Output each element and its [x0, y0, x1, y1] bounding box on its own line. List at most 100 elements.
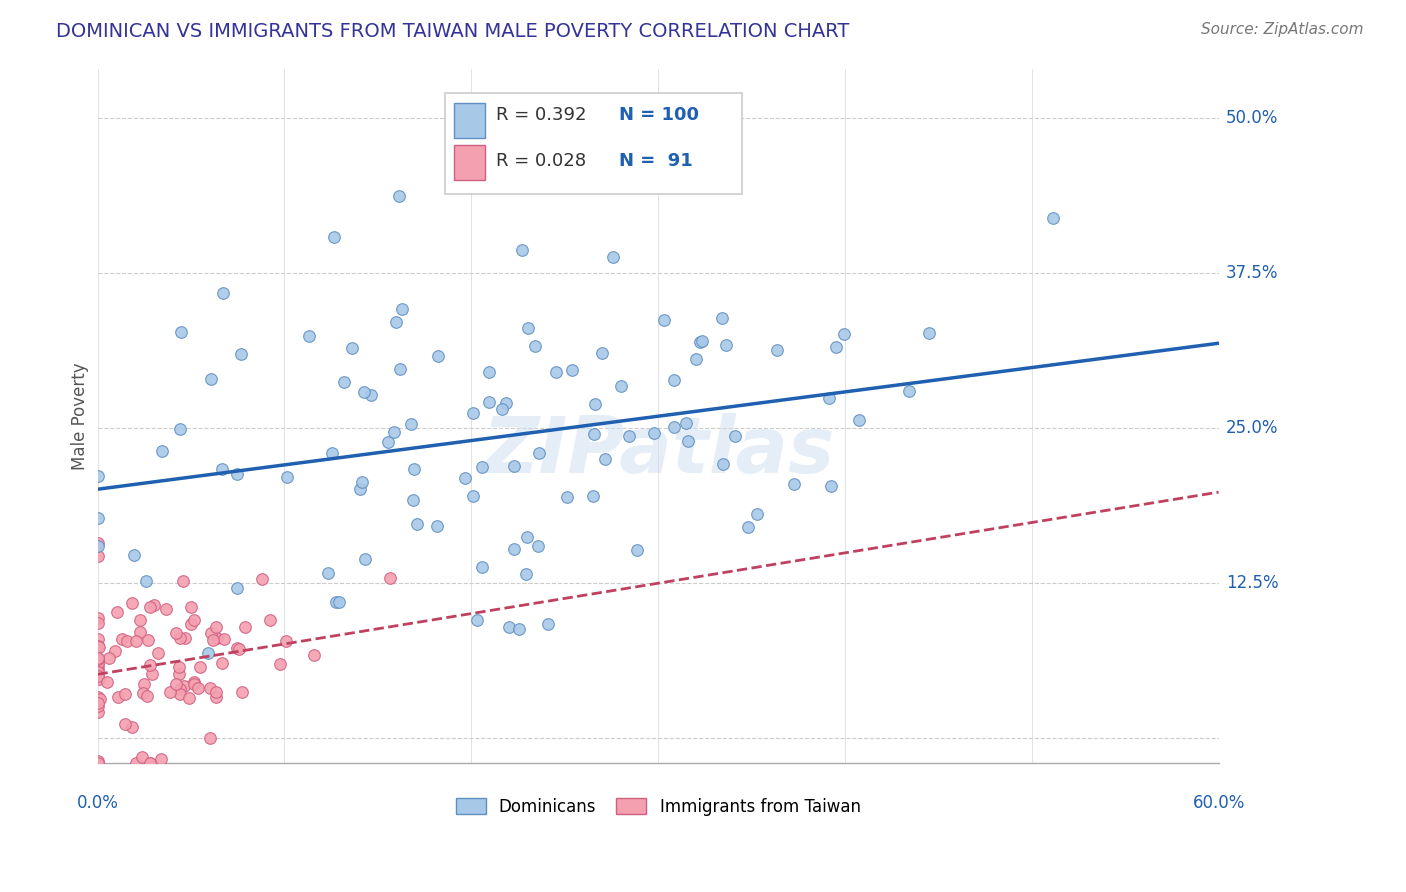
- Point: [662, 373, 685, 387]
- Point: [724, 429, 747, 443]
- Point: [86, 616, 108, 631]
- Point: [146, 646, 169, 660]
- Point: [86, 632, 108, 646]
- Point: [527, 446, 550, 460]
- Point: [86, 535, 108, 549]
- Point: [180, 617, 202, 632]
- Point: [508, 622, 530, 636]
- Point: [188, 660, 211, 674]
- Point: [388, 188, 411, 202]
- Point: [86, 665, 108, 679]
- Point: [211, 285, 233, 300]
- Point: [583, 427, 606, 442]
- Point: [399, 417, 422, 431]
- Point: [86, 705, 108, 719]
- Point: [848, 413, 870, 427]
- Point: [591, 346, 613, 360]
- Point: [226, 467, 249, 481]
- Point: [86, 662, 108, 676]
- Text: N =  91: N = 91: [619, 152, 693, 169]
- Point: [86, 690, 108, 705]
- Point: [139, 756, 162, 771]
- Point: [384, 425, 406, 439]
- Point: [825, 340, 848, 354]
- Point: [555, 490, 578, 504]
- Point: [122, 548, 145, 562]
- Point: [149, 751, 172, 765]
- Point: [86, 656, 108, 670]
- Point: [250, 572, 273, 586]
- Point: [710, 311, 733, 326]
- Point: [378, 571, 401, 585]
- Point: [617, 429, 640, 443]
- Point: [498, 620, 520, 634]
- Point: [714, 338, 737, 352]
- Point: [537, 617, 560, 632]
- Point: [173, 631, 195, 645]
- Point: [211, 657, 233, 671]
- Point: [167, 660, 190, 674]
- Point: [353, 384, 375, 399]
- Point: [471, 560, 494, 574]
- Point: [121, 596, 143, 610]
- Point: [711, 457, 734, 471]
- Point: [177, 690, 200, 705]
- Point: [204, 620, 226, 634]
- Point: [491, 402, 513, 417]
- Point: [402, 492, 425, 507]
- Point: [86, 699, 108, 714]
- Point: [515, 567, 537, 582]
- Text: 50.0%: 50.0%: [1226, 109, 1278, 128]
- Point: [204, 690, 226, 705]
- Point: [86, 657, 108, 672]
- Point: [89, 691, 111, 706]
- Point: [139, 600, 162, 615]
- Point: [139, 658, 162, 673]
- Point: [228, 641, 250, 656]
- Point: [212, 632, 235, 647]
- Point: [328, 595, 350, 609]
- Point: [205, 632, 228, 646]
- Point: [200, 681, 222, 696]
- Point: [86, 652, 108, 666]
- Point: [461, 406, 484, 420]
- Point: [225, 581, 247, 595]
- Point: [427, 349, 450, 363]
- Point: [170, 326, 193, 340]
- Point: [340, 341, 363, 355]
- Point: [783, 476, 806, 491]
- Point: [544, 365, 567, 379]
- Point: [333, 376, 356, 390]
- Point: [685, 351, 707, 366]
- Point: [103, 644, 125, 658]
- Point: [231, 347, 253, 361]
- Point: [766, 343, 789, 357]
- Point: [510, 244, 533, 258]
- Point: [86, 651, 108, 665]
- Point: [86, 611, 108, 625]
- Point: [87, 672, 110, 686]
- Point: [169, 666, 191, 681]
- Point: [131, 686, 153, 700]
- Point: [561, 363, 583, 377]
- Point: [125, 634, 148, 648]
- Point: [172, 574, 194, 588]
- Point: [211, 462, 233, 476]
- Legend: Dominicans, Immigrants from Taiwan: Dominicans, Immigrants from Taiwan: [447, 789, 869, 824]
- Point: [165, 677, 187, 691]
- Text: 37.5%: 37.5%: [1226, 264, 1278, 282]
- Point: [86, 539, 108, 553]
- Point: [111, 632, 134, 646]
- Point: [233, 619, 256, 633]
- Point: [593, 452, 616, 467]
- Point: [377, 435, 399, 450]
- Point: [180, 599, 202, 614]
- Point: [406, 517, 429, 532]
- Point: [391, 302, 413, 317]
- Point: [523, 339, 546, 353]
- Point: [360, 388, 382, 402]
- Point: [134, 677, 156, 691]
- Point: [105, 605, 128, 619]
- Point: [159, 685, 181, 699]
- Point: [495, 395, 517, 409]
